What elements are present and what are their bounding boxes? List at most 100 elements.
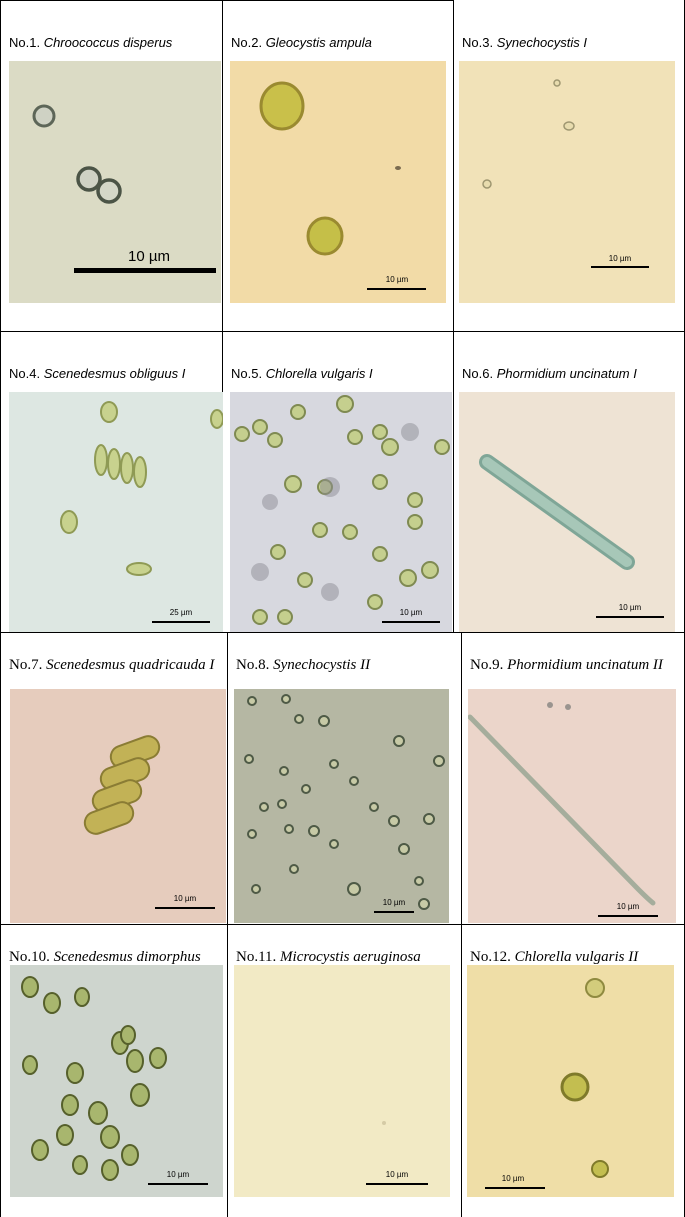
panel-8: No.8. Synechocystis II 10 µm bbox=[228, 633, 461, 924]
panel-label: No.10. Scenedesmus dimorphus bbox=[9, 949, 201, 965]
species-name: Microcystis aeruginosa bbox=[280, 949, 421, 965]
scale-label: 10 µm bbox=[502, 1174, 525, 1183]
panel-number: No.6. bbox=[462, 366, 497, 381]
panel-number: No.11. bbox=[236, 949, 281, 965]
scale-bar bbox=[148, 1183, 208, 1185]
panel-2: No.2. Gleocystis ampula 10 µm bbox=[223, 1, 453, 331]
species-name: Phormidium uncinatum II bbox=[507, 657, 663, 673]
scale-bar bbox=[382, 621, 440, 623]
cell bbox=[382, 1121, 386, 1125]
scale-label: 10 µm bbox=[609, 254, 632, 263]
panel-9: No.9. Phormidium uncinatum II 10 µm bbox=[462, 633, 684, 924]
panel-3: No.3. Synechocystis I 10 µm bbox=[454, 1, 684, 331]
micrograph: 10 µm bbox=[467, 965, 674, 1197]
filament-inner bbox=[482, 457, 632, 567]
scale-label: 10 µm bbox=[619, 603, 642, 612]
panel-1: No.1. Chroococcus disperus 10 µm bbox=[1, 1, 222, 331]
cell bbox=[563, 121, 575, 131]
grid-line bbox=[0, 0, 1, 1217]
panel-number: No.12. bbox=[470, 949, 515, 965]
micrograph: 10 µm bbox=[230, 392, 452, 632]
cell bbox=[60, 510, 78, 534]
micrograph: 10 µm bbox=[234, 689, 449, 923]
image-background bbox=[9, 392, 223, 632]
scale-bar bbox=[152, 621, 210, 623]
panel-label: No.2. Gleocystis ampula bbox=[231, 35, 372, 50]
panel-12: No.12. Chlorella vulgaris II 10 µm bbox=[462, 925, 684, 1217]
cell bbox=[94, 444, 108, 476]
filament bbox=[468, 714, 656, 906]
scale-bar bbox=[591, 266, 649, 268]
species-name: Gleocystis ampula bbox=[265, 35, 372, 50]
cell-group bbox=[244, 694, 445, 910]
panel-number: No.8. bbox=[236, 657, 274, 673]
panel-10: No.10. Scenedesmus dimorphus 10 µm bbox=[1, 925, 227, 1217]
panel-6: No.6. Phormidium uncinatum I 10 µm bbox=[454, 332, 684, 632]
panel-number: No.5. bbox=[231, 366, 266, 381]
scale-label: 10 µm bbox=[386, 1170, 409, 1179]
panel-label: No.8. Synechocystis II bbox=[236, 657, 370, 673]
grid-line bbox=[227, 632, 228, 1217]
cell bbox=[560, 1072, 590, 1102]
grid-line bbox=[0, 331, 685, 332]
scale-label: 10 µm bbox=[617, 902, 640, 911]
blur-shadows bbox=[251, 423, 419, 601]
cell bbox=[585, 978, 605, 998]
cell bbox=[591, 1160, 609, 1178]
cell-group bbox=[83, 735, 161, 835]
scale-bar bbox=[374, 911, 414, 913]
panel-label: No.12. Chlorella vulgaris II bbox=[470, 949, 638, 965]
panel-label: No.1. Chroococcus disperus bbox=[9, 35, 172, 50]
scale-label: 10 µm bbox=[400, 608, 423, 617]
species-name: Chlorella vulgaris II bbox=[514, 949, 639, 965]
scale-bar bbox=[596, 616, 664, 618]
cell bbox=[259, 81, 305, 131]
cell bbox=[126, 562, 152, 576]
grid-line bbox=[0, 924, 685, 925]
cell bbox=[100, 401, 118, 423]
cell bbox=[133, 456, 147, 488]
panel-label: No.7. Scenedesmus quadricauda I bbox=[9, 657, 224, 673]
debris bbox=[547, 702, 553, 708]
image-background bbox=[459, 61, 675, 303]
panel-number: No.4. bbox=[9, 366, 44, 381]
panel-label: No.4. Scenedesmus obliguus I bbox=[9, 366, 185, 381]
image-background bbox=[10, 965, 223, 1197]
scale-label: 10 µm bbox=[386, 275, 409, 284]
scale-bar bbox=[485, 1187, 545, 1189]
species-name: Scenedesmus dimorphus bbox=[53, 949, 201, 965]
cell bbox=[32, 104, 56, 128]
scale-label: 25 µm bbox=[170, 608, 193, 617]
scale-bar bbox=[598, 915, 658, 917]
cell bbox=[120, 452, 134, 484]
scale-label: 10 µm bbox=[383, 898, 406, 907]
scale-bar bbox=[366, 1183, 428, 1185]
panel-number: No.1. bbox=[9, 35, 44, 50]
cell bbox=[553, 79, 561, 87]
species-name: Scenedesmus obliguus I bbox=[43, 366, 186, 381]
grid-line bbox=[222, 0, 223, 632]
species-name: Synechocystis I bbox=[496, 35, 588, 50]
panel-label: No.5. Chlorella vulgaris I bbox=[231, 366, 373, 381]
micrograph: 10 µm bbox=[459, 392, 675, 632]
scale-bar bbox=[74, 268, 216, 273]
panel-label: No.11. Microcystis aeruginosa bbox=[236, 949, 421, 965]
cell bbox=[107, 448, 121, 480]
micrograph: 10 µm bbox=[9, 61, 221, 303]
cell bbox=[482, 179, 492, 189]
panel-label: No.6. Phormidium uncinatum I bbox=[462, 366, 637, 381]
grid-line bbox=[0, 632, 685, 633]
debris bbox=[565, 704, 571, 710]
cell bbox=[210, 409, 223, 429]
micrograph: 10 µm bbox=[234, 965, 450, 1197]
cell bbox=[306, 216, 344, 256]
panel-label: No.3. Synechocystis I bbox=[462, 35, 587, 50]
species-name: Scenedesmus quadricauda I bbox=[46, 657, 215, 673]
image-background bbox=[234, 689, 449, 923]
micrograph-svg: 10 µm bbox=[9, 61, 221, 303]
micrograph: 10 µm bbox=[459, 61, 675, 303]
micrograph: 10 µm bbox=[10, 965, 223, 1197]
image-background bbox=[234, 965, 450, 1197]
species-name: Chroococcus disperus bbox=[43, 35, 173, 50]
